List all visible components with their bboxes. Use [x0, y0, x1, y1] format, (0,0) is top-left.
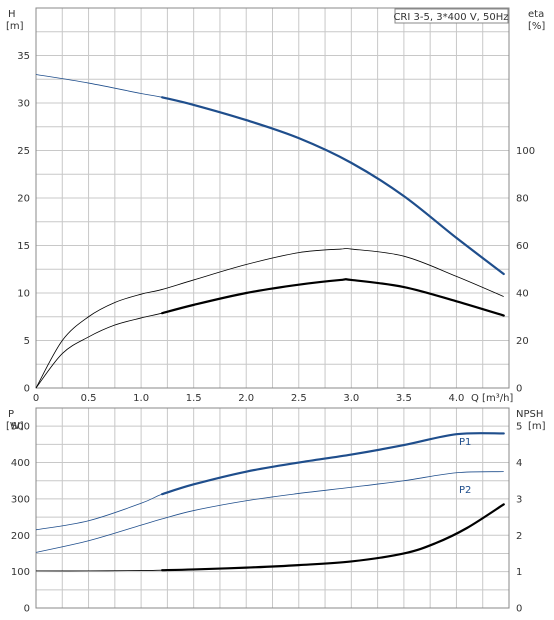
bottom-left-axis-label: P	[8, 409, 14, 420]
left-tick-label: 20	[17, 194, 30, 205]
right-tick-label: 1	[516, 567, 522, 578]
right-tick-label: 20	[516, 336, 529, 347]
left-tick-label: 30	[17, 99, 30, 110]
left-tick-label: 200	[11, 531, 30, 542]
left-tick-label: 400	[11, 458, 30, 469]
left-tick-label: 500	[11, 422, 30, 433]
series-line-bot-1	[35, 471, 504, 553]
series-line-operating-top-0	[161, 96, 505, 276]
top-right-axis-unit: [%]	[528, 21, 545, 32]
top-right-axis-label: eta	[528, 9, 544, 20]
series-line-top-1	[35, 247, 504, 389]
right-tick-label: 4	[516, 458, 522, 469]
x-tick-label: 3.0	[343, 393, 359, 404]
bottom-right-axis-label: NPSH	[516, 409, 543, 420]
left-tick-label: 10	[17, 289, 30, 300]
power-npsh-panel: 0 100 200 300 400 500 0 1 2 3 4 5 P [W] NPSH [m] P…	[6, 407, 546, 615]
top-right-tick-labels: 0 20 40 60 80 100	[516, 146, 535, 395]
top-left-tick-labels: 0 5 10 15 20 25 30 35	[17, 51, 30, 395]
top-left-axis-label: H	[8, 9, 16, 20]
right-tick-label: 0	[516, 604, 522, 615]
right-tick-label: 100	[516, 146, 535, 157]
left-tick-label: 300	[11, 494, 30, 505]
bottom-grid	[36, 408, 509, 608]
series-label-p2: P2	[459, 485, 471, 496]
bottom-right-tick-labels: 0 1 2 3 4 5	[516, 422, 522, 615]
left-tick-label: 35	[17, 51, 30, 62]
series-label-p1: P1	[459, 437, 471, 448]
x-tick-label: 2.0	[238, 393, 254, 404]
top-left-axis-unit: [m]	[6, 21, 24, 32]
series-line-operating-bot-0	[161, 432, 505, 496]
left-tick-label: 0	[24, 604, 30, 615]
bottom-right-axis-unit: [m]	[528, 421, 546, 432]
right-tick-label: 0	[516, 384, 522, 395]
chart-title: CRI 3-5, 3*400 V, 50Hz	[393, 12, 508, 23]
bottom-plot-frame	[35, 407, 510, 609]
left-tick-label: 25	[17, 146, 30, 157]
left-tick-label: 5	[24, 336, 30, 347]
x-axis-label: Q [m³/h]	[471, 393, 513, 404]
x-tick-label: 1.5	[186, 393, 202, 404]
series-line-bot-2	[35, 504, 504, 572]
top-series-group	[35, 74, 505, 389]
head-efficiency-panel: 0 5 10 15 20 25 30 35 0 20 40 60 80 100 0 0.5 1.0 1.5 2.…	[6, 7, 545, 404]
x-tick-label: 0.5	[81, 393, 97, 404]
x-tick-label: 1.0	[133, 393, 149, 404]
bottom-left-tick-labels: 0 100 200 300 400 500	[11, 422, 30, 615]
left-tick-label: 100	[11, 567, 30, 578]
series-line-bot-0	[35, 432, 504, 531]
title-box	[394, 8, 509, 24]
left-tick-label: 0	[24, 384, 30, 395]
right-tick-label: 5	[516, 422, 522, 433]
right-tick-label: 3	[516, 494, 522, 505]
bottom-left-axis-unit: [W]	[6, 421, 24, 432]
x-tick-label: 2.5	[291, 393, 307, 404]
right-tick-label: 40	[516, 289, 529, 300]
right-tick-label: 60	[516, 241, 529, 252]
series-line-operating-bot-2	[161, 503, 505, 572]
x-tick-label: 0	[33, 393, 39, 404]
right-tick-label: 2	[516, 531, 522, 542]
right-tick-label: 80	[516, 194, 529, 205]
x-tick-label: 4.0	[448, 393, 464, 404]
series-line-operating-top-2	[161, 278, 505, 317]
top-plot-frame	[35, 7, 510, 389]
top-x-tick-labels: 0 0.5 1.0 1.5 2.0 2.5 3.0 3.5 4.0	[33, 393, 465, 404]
top-grid	[36, 8, 509, 388]
left-tick-label: 15	[17, 241, 30, 252]
bottom-series-group	[35, 432, 505, 572]
x-tick-label: 3.5	[396, 393, 412, 404]
